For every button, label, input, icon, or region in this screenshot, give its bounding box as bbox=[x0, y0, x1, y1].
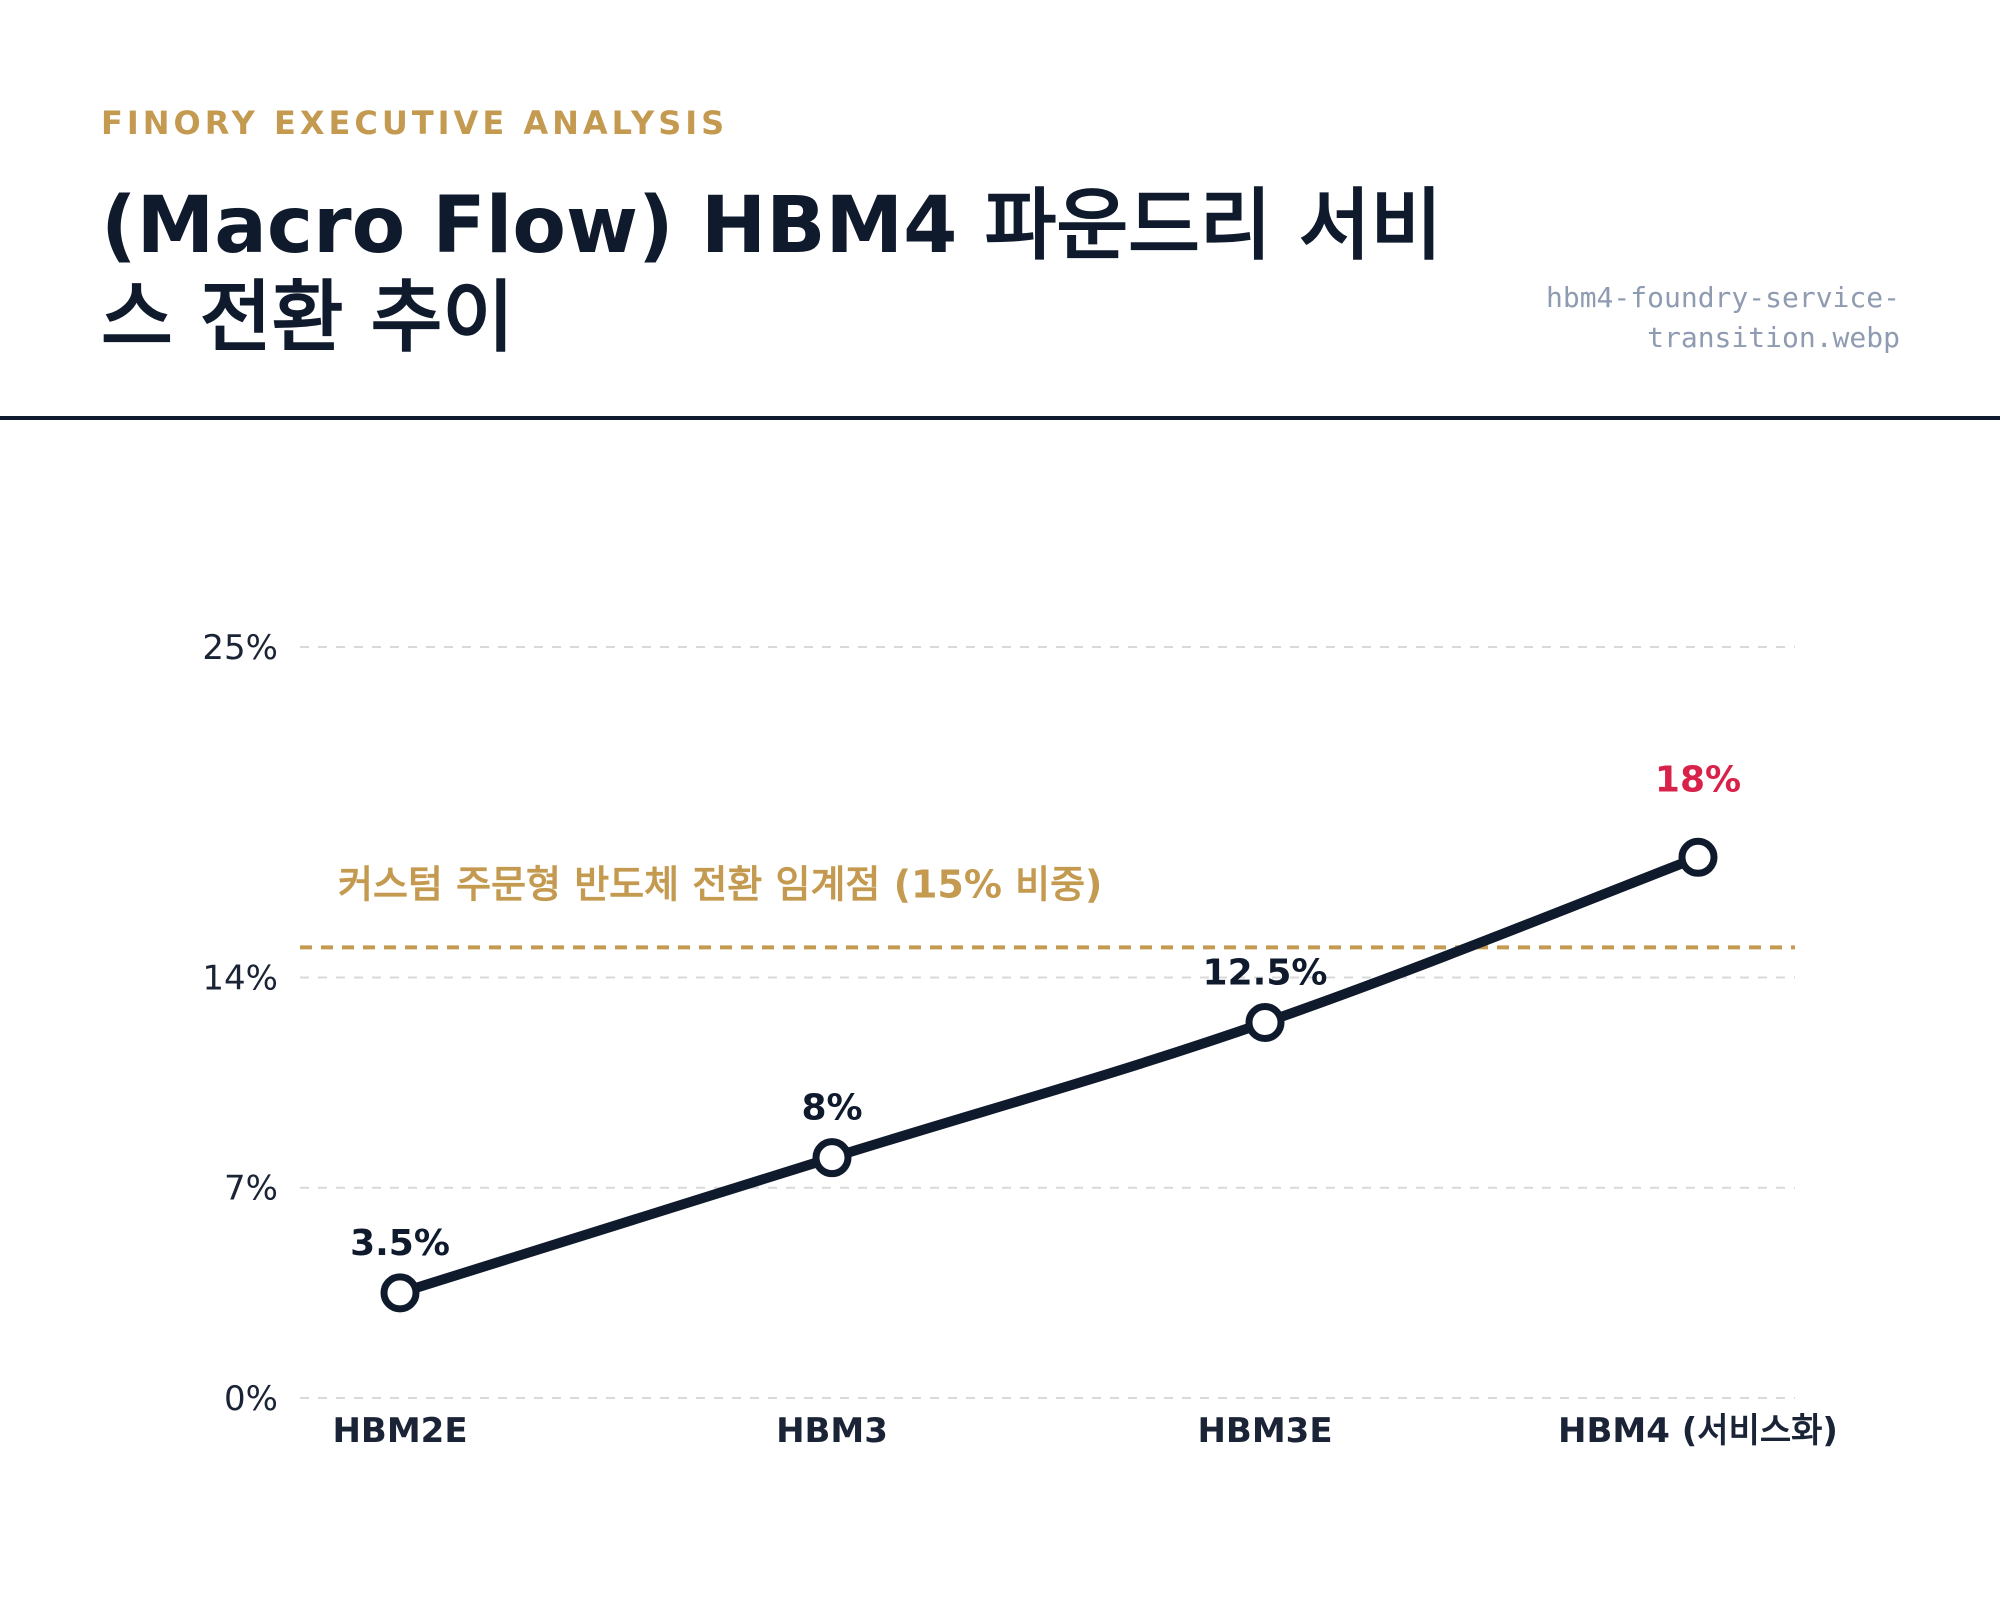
threshold-label: 커스텀 주문형 반도체 전환 임계점 (15% 비중) bbox=[338, 862, 1102, 906]
x-category-label: HBM4 (서비스화) bbox=[1558, 1411, 1838, 1451]
data-label: 12.5% bbox=[1203, 953, 1328, 994]
y-axis-ticks: 0% 7% 14% 25% bbox=[202, 628, 278, 1419]
y-tick-label: 25% bbox=[202, 628, 278, 668]
y-tick-label: 0% bbox=[224, 1379, 278, 1419]
data-labels: 3.5% 8% 12.5% 18% bbox=[350, 759, 1741, 1264]
data-point bbox=[812, 1138, 852, 1178]
brand-label: FINORY EXECUTIVE ANALYSIS bbox=[101, 104, 729, 142]
series-line-group bbox=[395, 852, 1703, 1298]
page-title: (Macro Flow) HBM4 파운드리 서비스 전환 추이 bbox=[101, 181, 1443, 363]
data-label: 18% bbox=[1655, 759, 1741, 800]
y-tick-label: 7% bbox=[224, 1169, 278, 1209]
data-label: 3.5% bbox=[350, 1223, 450, 1264]
x-category-label: HBM3E bbox=[1197, 1411, 1332, 1451]
data-point bbox=[1245, 1003, 1285, 1042]
data-point bbox=[380, 1273, 420, 1313]
file-name: hbm4-foundry-service-transition.webp bbox=[1545, 281, 1900, 354]
grid-lines bbox=[300, 646, 1795, 1399]
x-category-label: HBM2E bbox=[332, 1411, 467, 1451]
data-point bbox=[1678, 837, 1718, 877]
x-category-label: HBM3 bbox=[776, 1411, 888, 1451]
series-line bbox=[395, 852, 1703, 1298]
header-divider bbox=[0, 416, 2000, 420]
reference-line-group: 커스텀 주문형 반도체 전환 임계점 (15% 비중) bbox=[300, 862, 1795, 950]
data-points bbox=[380, 837, 1718, 1313]
x-axis-labels: HBM2E HBM3 HBM3E HBM4 (서비스화) bbox=[332, 1411, 1838, 1451]
data-label: 8% bbox=[801, 1088, 862, 1129]
y-tick-label: 14% bbox=[202, 958, 278, 998]
